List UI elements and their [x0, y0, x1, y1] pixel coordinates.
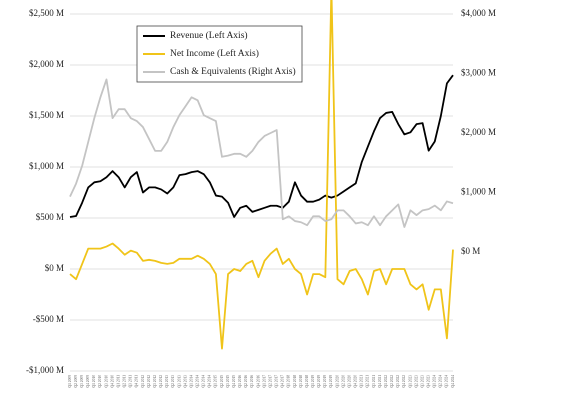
x-tick-label: Q3 2012 [153, 375, 157, 388]
x-tick-label: Q1 2014 [189, 375, 193, 388]
y-tick-label: $500 M [36, 212, 64, 222]
x-tick-label: Q2 2020 [341, 375, 345, 388]
x-tick-label: Q2 2012 [147, 375, 151, 388]
x-tick-label: Q3 2013 [177, 375, 181, 388]
legend-label: Cash & Equivalents (Right Axis) [170, 66, 296, 77]
x-tick-label: Q1 2023 [408, 375, 412, 388]
y-tick-label: $1,500 M [29, 110, 64, 120]
x-tick-label: Q4 2022 [402, 375, 406, 388]
x-tick-label: Q4 2021 [378, 375, 382, 388]
series-line [69, 0, 454, 350]
x-tick-label: Q4 2023 [427, 375, 431, 388]
x-tick-label: Q3 2015 [226, 375, 230, 388]
x-tick-label: Q3 2016 [250, 375, 254, 388]
x-tick-label: Q2 2015 [220, 375, 224, 388]
x-tick-label: Q1 2009 [68, 375, 72, 388]
y-tick-label: $0 M [45, 263, 64, 273]
x-tick-label: Q4 2010 [110, 375, 114, 388]
x-tick-label: Q1 2017 [262, 375, 266, 388]
y2-tick-label: $0 M [461, 246, 480, 256]
y-tick-label: $2,000 M [29, 59, 64, 69]
series-line [69, 74, 454, 218]
x-tick-label: Q3 2011 [129, 375, 133, 388]
series-line [69, 78, 454, 228]
x-tick-label: Q2 2009 [74, 375, 78, 388]
x-tick-label: Q3 2023 [420, 375, 424, 388]
x-tick-label: Q4 2013 [183, 375, 187, 388]
legend-label: Net Income (Left Axis) [170, 48, 259, 59]
x-tick-label: Q3 2009 [80, 375, 84, 388]
y2-tick-label: $4,000 M [461, 8, 496, 18]
x-tick-label: Q3 2018 [299, 375, 303, 388]
x-tick-label: Q2 2013 [171, 375, 175, 388]
x-tick-label: Q4 2024 [451, 375, 455, 388]
x-tick-label: Q1 2010 [92, 375, 96, 388]
x-tick-label: Q1 2015 [214, 375, 218, 388]
x-tick-label: Q1 2013 [165, 375, 169, 388]
x-tick-label: Q4 2012 [159, 375, 163, 388]
x-tick-label: Q3 2022 [396, 375, 400, 388]
x-tick-label: Q4 2014 [208, 375, 212, 388]
x-tick-label: Q4 2011 [135, 375, 139, 388]
x-tick-label: Q3 2019 [323, 375, 327, 388]
x-tick-label: Q3 2010 [104, 375, 108, 388]
x-tick-label: Q2 2022 [390, 375, 394, 388]
x-tick-label: Q2 2024 [439, 375, 443, 388]
y2-tick-label: $3,000 M [461, 68, 496, 78]
x-tick-label: Q1 2012 [141, 375, 145, 388]
y2-tick-label: $2,000 M [461, 127, 496, 137]
y-tick-label: $1,000 M [29, 161, 64, 171]
x-tick-label: Q4 2019 [329, 375, 333, 388]
x-tick-label: Q1 2011 [116, 375, 120, 388]
x-tick-label: Q2 2016 [244, 375, 248, 388]
x-tick-label: Q4 2016 [256, 375, 260, 388]
x-tick-label: Q2 2023 [414, 375, 418, 388]
x-tick-label: Q4 2015 [232, 375, 236, 388]
x-tick-label: Q3 2024 [445, 375, 449, 388]
x-tick-label: Q4 2009 [86, 375, 90, 388]
x-tick-label: Q1 2019 [311, 375, 315, 388]
x-tick-label: Q2 2019 [317, 375, 321, 388]
x-tick-label: Q2 2018 [293, 375, 297, 388]
x-tick-label: Q4 2020 [354, 375, 358, 388]
x-tick-label: Q1 2024 [433, 375, 437, 388]
y-tick-label: $2,500 M [29, 8, 64, 18]
x-tick-label: Q3 2014 [202, 375, 206, 388]
y-tick-label: -$1,000 M [26, 365, 64, 375]
x-tick-label: Q3 2017 [275, 375, 279, 388]
x-tick-label: Q1 2020 [335, 375, 339, 388]
x-tick-label: Q1 2016 [238, 375, 242, 388]
x-tick-label: Q2 2010 [98, 375, 102, 388]
x-tick-label: Q2 2021 [366, 375, 370, 388]
x-tick-label: Q3 2021 [372, 375, 376, 388]
x-tick-label: Q2 2014 [195, 375, 199, 388]
x-tick-label: Q2 2011 [123, 375, 127, 388]
legend-label: Revenue (Left Axis) [170, 30, 248, 41]
x-tick-label: Q1 2021 [360, 375, 364, 388]
x-tick-label: Q1 2018 [287, 375, 291, 388]
x-tick-label: Q3 2020 [347, 375, 351, 388]
x-tick-label: Q1 2022 [384, 375, 388, 388]
y-tick-label: -$500 M [33, 314, 64, 324]
x-tick-label: Q2 2017 [268, 375, 272, 388]
y2-tick-label: $1,000 M [461, 187, 496, 197]
x-tick-label: Q4 2017 [281, 375, 285, 388]
x-tick-label: Q4 2018 [305, 375, 309, 388]
